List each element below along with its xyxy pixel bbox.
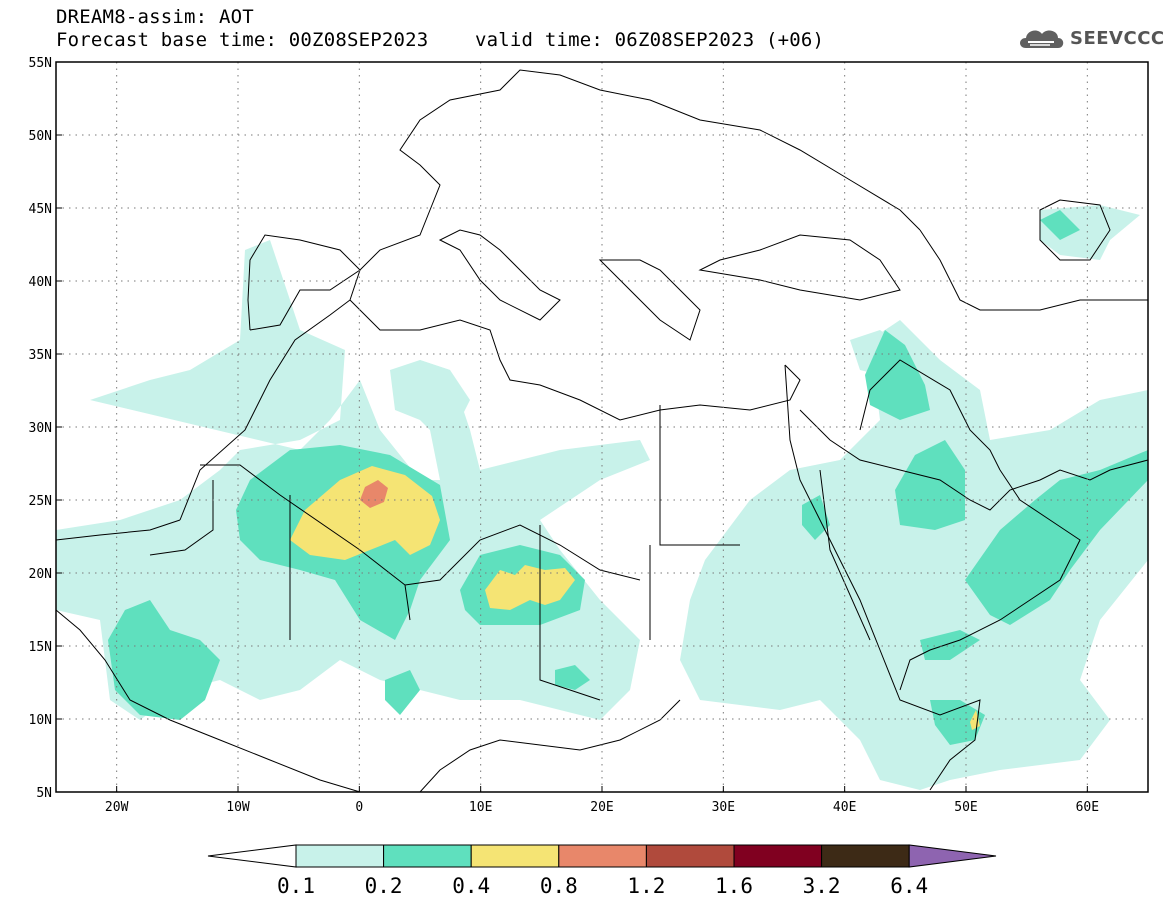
colorbar-swatch: [733, 844, 823, 868]
colorbar-label: 0.1: [277, 874, 315, 898]
lon-label: 30E: [712, 800, 735, 815]
lat-label: 30N: [29, 421, 52, 436]
lat-label: 20N: [29, 567, 52, 582]
colorbar-swatch: [558, 844, 647, 868]
lon-label: 0: [355, 800, 363, 815]
colorbar-label: 1.2: [627, 874, 665, 898]
aot-level-0-8: [360, 480, 388, 508]
colorbar-label: 0.8: [540, 874, 578, 898]
lat-label: 40N: [29, 275, 52, 290]
colorbar-label: 0.4: [452, 874, 490, 898]
colorbar-over-triangle: [908, 844, 997, 868]
product-title: DREAM8-assim: AOT: [56, 6, 254, 28]
lat-axis-labels: 55N 50N 45N 40N 35N 30N 25N 20N 15N 10N 5N: [29, 56, 62, 801]
colorbar-swatch: [821, 844, 910, 868]
colorbar-swatch: [295, 844, 385, 868]
colorbar-swatch: [645, 844, 735, 868]
colorbar-swatch: [383, 844, 472, 868]
lon-label: 40E: [833, 800, 856, 815]
lat-label: 25N: [29, 494, 52, 509]
aot-level-0-4: [290, 466, 980, 730]
colorbar-label: 6.4: [890, 874, 928, 898]
lon-label: 50E: [954, 800, 977, 815]
forecast-time: Forecast base time: 00Z08SEP2023 valid t…: [56, 29, 825, 51]
logo-text: SEEVCCC: [1070, 27, 1165, 49]
lon-label: 20E: [590, 800, 613, 815]
colorbar-under-triangle: [207, 844, 297, 868]
lat-label: 5N: [36, 786, 52, 801]
lon-label: 20W: [105, 800, 129, 815]
lat-label: 35N: [29, 348, 52, 363]
aot-field: [56, 205, 1148, 790]
lat-label: 45N: [29, 202, 52, 217]
lon-label: 60E: [1076, 800, 1099, 815]
lon-axis-labels: 20W 10W 0 10E 20E 30E 40E 50E 60E: [105, 786, 1099, 815]
seevccc-logo: SEEVCCC: [1016, 24, 1165, 52]
map-gridlines: [56, 62, 1148, 792]
colorbar: 0.1 0.2 0.4 0.8 1.2 1.6 3.2 6.4: [207, 844, 997, 898]
header: DREAM8-assim: AOT Forecast base time: 00…: [56, 6, 824, 52]
colorbar-label: 3.2: [803, 874, 841, 898]
lat-label: 50N: [29, 129, 52, 144]
colorbar-swatch: [470, 844, 560, 868]
lat-label: 10N: [29, 713, 52, 728]
lat-label: 55N: [29, 56, 52, 71]
coastlines-borders: [56, 69, 1148, 792]
colorbar-label: 1.6: [715, 874, 753, 898]
lon-label: 10W: [226, 800, 250, 815]
colorbar-label: 0.2: [365, 874, 403, 898]
cloud-icon: [1020, 30, 1064, 48]
lat-label: 15N: [29, 640, 52, 655]
lon-label: 10E: [469, 800, 492, 815]
